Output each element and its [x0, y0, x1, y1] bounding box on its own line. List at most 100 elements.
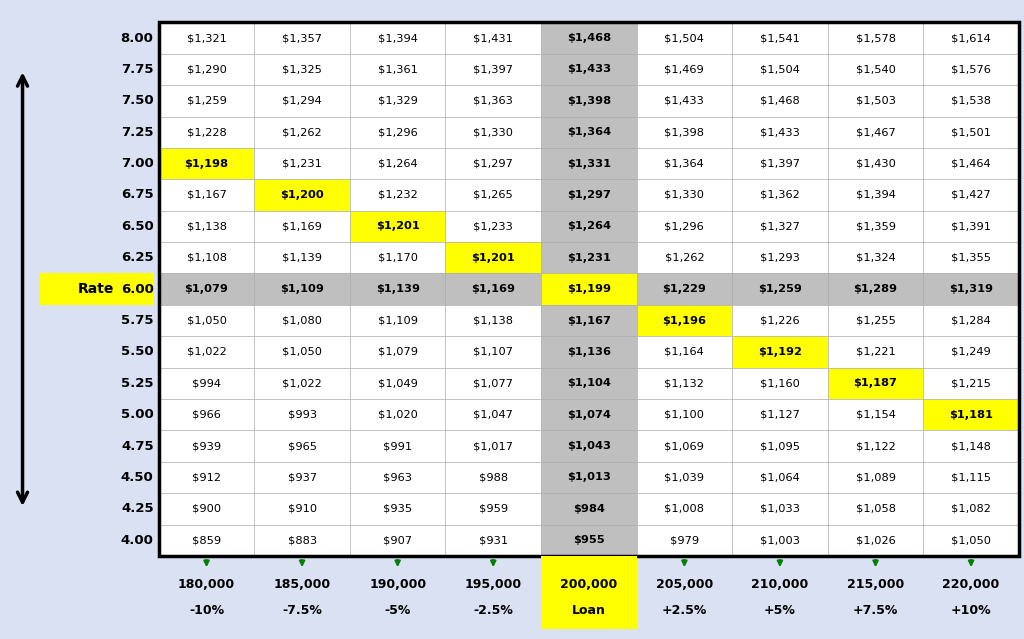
- Text: $1,324: $1,324: [856, 253, 895, 263]
- FancyBboxPatch shape: [924, 180, 1019, 211]
- FancyBboxPatch shape: [827, 399, 924, 431]
- FancyBboxPatch shape: [445, 22, 541, 54]
- Text: 205,000: 205,000: [655, 578, 713, 591]
- Text: $1,201: $1,201: [471, 253, 515, 263]
- FancyBboxPatch shape: [159, 116, 254, 148]
- Text: $1,297: $1,297: [567, 190, 610, 200]
- Text: $1,397: $1,397: [760, 158, 800, 169]
- FancyBboxPatch shape: [732, 431, 827, 462]
- Text: 220,000: 220,000: [942, 578, 999, 591]
- Text: $1,109: $1,109: [378, 316, 418, 325]
- FancyBboxPatch shape: [541, 54, 637, 85]
- FancyBboxPatch shape: [159, 305, 254, 336]
- Text: $1,022: $1,022: [186, 347, 226, 357]
- FancyBboxPatch shape: [445, 148, 541, 180]
- FancyBboxPatch shape: [924, 305, 1019, 336]
- FancyBboxPatch shape: [254, 336, 350, 367]
- FancyBboxPatch shape: [637, 431, 732, 462]
- Text: $1,039: $1,039: [665, 472, 705, 482]
- Text: $1,578: $1,578: [855, 33, 896, 43]
- Text: $1,262: $1,262: [665, 253, 705, 263]
- Text: $1,464: $1,464: [951, 158, 991, 169]
- FancyBboxPatch shape: [924, 525, 1019, 556]
- FancyBboxPatch shape: [924, 22, 1019, 54]
- Text: $1,364: $1,364: [566, 127, 611, 137]
- Text: 5.75: 5.75: [121, 314, 154, 327]
- FancyBboxPatch shape: [39, 273, 154, 305]
- FancyBboxPatch shape: [541, 22, 637, 54]
- FancyBboxPatch shape: [732, 399, 827, 431]
- Text: $1,082: $1,082: [951, 504, 991, 514]
- FancyBboxPatch shape: [732, 180, 827, 211]
- Text: $1,264: $1,264: [378, 158, 418, 169]
- FancyBboxPatch shape: [827, 85, 924, 116]
- FancyBboxPatch shape: [159, 462, 254, 493]
- FancyBboxPatch shape: [254, 493, 350, 525]
- FancyBboxPatch shape: [637, 180, 732, 211]
- Text: 5.00: 5.00: [121, 408, 154, 421]
- Text: $1,199: $1,199: [567, 284, 610, 294]
- FancyBboxPatch shape: [827, 367, 924, 399]
- FancyBboxPatch shape: [732, 211, 827, 242]
- Text: $1,398: $1,398: [665, 127, 705, 137]
- Text: $1,394: $1,394: [856, 190, 895, 200]
- Text: $1,503: $1,503: [855, 96, 896, 106]
- Text: 8.00: 8.00: [121, 31, 154, 45]
- FancyBboxPatch shape: [827, 493, 924, 525]
- Text: $859: $859: [191, 535, 221, 545]
- FancyBboxPatch shape: [159, 336, 254, 367]
- FancyBboxPatch shape: [637, 493, 732, 525]
- Text: 7.25: 7.25: [121, 126, 154, 139]
- Text: $1,398: $1,398: [566, 96, 611, 106]
- Text: $1,290: $1,290: [186, 65, 226, 75]
- Text: $1,107: $1,107: [473, 347, 513, 357]
- Text: -5%: -5%: [384, 604, 411, 617]
- Text: $1,022: $1,022: [283, 378, 322, 389]
- Text: $1,127: $1,127: [760, 410, 800, 420]
- FancyBboxPatch shape: [159, 399, 254, 431]
- FancyBboxPatch shape: [732, 493, 827, 525]
- FancyBboxPatch shape: [924, 462, 1019, 493]
- Text: $1,363: $1,363: [473, 96, 513, 106]
- FancyBboxPatch shape: [350, 493, 445, 525]
- FancyBboxPatch shape: [924, 367, 1019, 399]
- FancyBboxPatch shape: [924, 399, 1019, 431]
- FancyBboxPatch shape: [637, 22, 732, 54]
- FancyBboxPatch shape: [541, 462, 637, 493]
- FancyBboxPatch shape: [541, 525, 637, 556]
- Text: $1,331: $1,331: [567, 158, 610, 169]
- FancyBboxPatch shape: [827, 273, 924, 305]
- FancyBboxPatch shape: [350, 525, 445, 556]
- FancyBboxPatch shape: [541, 367, 637, 399]
- Text: $1,050: $1,050: [951, 535, 991, 545]
- Text: $1,058: $1,058: [855, 504, 896, 514]
- Text: $1,138: $1,138: [473, 316, 513, 325]
- Text: $1,504: $1,504: [665, 33, 705, 43]
- Text: +10%: +10%: [950, 604, 991, 617]
- FancyBboxPatch shape: [924, 336, 1019, 367]
- Text: $1,357: $1,357: [282, 33, 323, 43]
- FancyBboxPatch shape: [159, 242, 254, 273]
- FancyBboxPatch shape: [637, 273, 732, 305]
- Text: 7.50: 7.50: [121, 95, 154, 107]
- FancyBboxPatch shape: [924, 242, 1019, 273]
- FancyBboxPatch shape: [159, 367, 254, 399]
- FancyBboxPatch shape: [350, 116, 445, 148]
- Text: $963: $963: [383, 472, 412, 482]
- Text: $1,064: $1,064: [760, 472, 800, 482]
- FancyBboxPatch shape: [254, 242, 350, 273]
- Text: 5.25: 5.25: [121, 377, 154, 390]
- FancyBboxPatch shape: [159, 180, 254, 211]
- FancyBboxPatch shape: [350, 336, 445, 367]
- Text: 215,000: 215,000: [847, 578, 904, 591]
- FancyBboxPatch shape: [254, 180, 350, 211]
- Text: $1,160: $1,160: [760, 378, 800, 389]
- Text: $1,232: $1,232: [378, 190, 418, 200]
- Text: $1,167: $1,167: [186, 190, 226, 200]
- FancyBboxPatch shape: [159, 54, 254, 85]
- Text: $1,249: $1,249: [951, 347, 991, 357]
- Text: $1,431: $1,431: [473, 33, 513, 43]
- Text: $1,069: $1,069: [665, 441, 705, 451]
- FancyBboxPatch shape: [350, 148, 445, 180]
- Text: $1,501: $1,501: [951, 127, 991, 137]
